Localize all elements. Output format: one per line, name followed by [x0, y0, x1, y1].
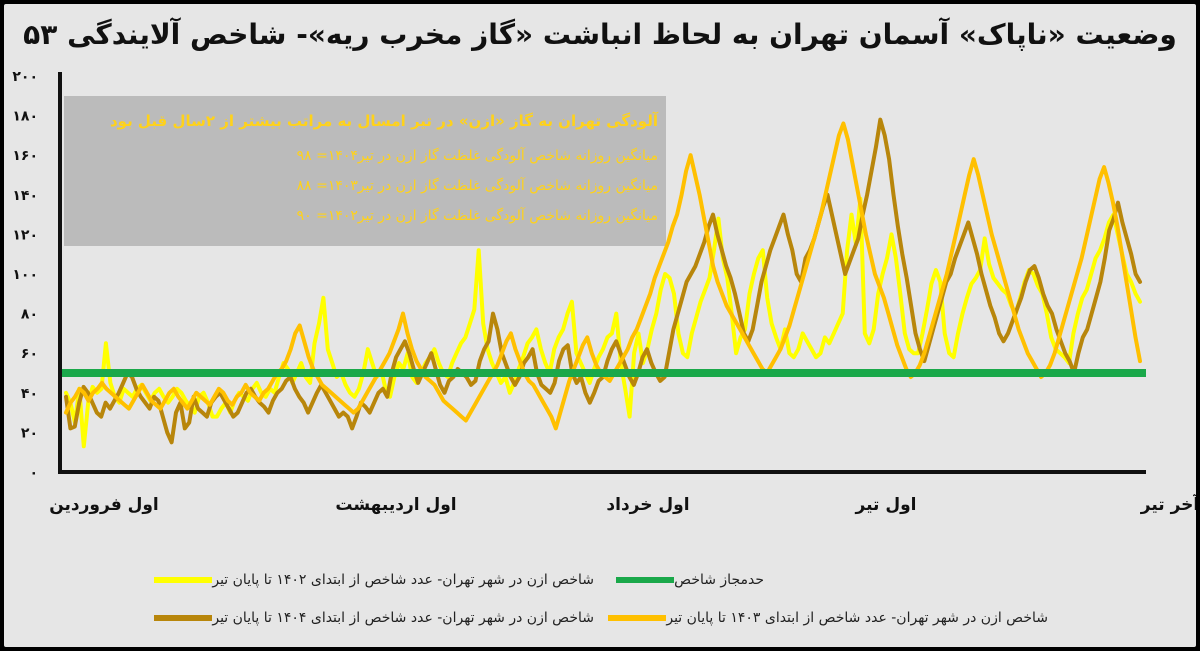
legend-item-dark: شاخص ازن در شهر تهران- عدد شاخص از ابتدا… — [152, 610, 594, 626]
legend-swatch-dark — [154, 615, 213, 621]
legend-label-orange: شاخص ازن در شهر تهران- عدد شاخص از ابتدا… — [666, 610, 1048, 626]
y-tick-label: ۲۰ — [21, 425, 38, 441]
legend-swatch-yellow — [154, 577, 213, 583]
y-tick-label: ۱۶۰ — [12, 148, 38, 164]
y-tick-label: ۴۰ — [21, 386, 38, 402]
legend-item-orange: شاخص ازن در شهر تهران- عدد شاخص از ابتدا… — [606, 610, 1048, 626]
x-tick-label: اول تیر — [855, 495, 917, 515]
y-tick-label: ۱۴۰ — [12, 188, 38, 204]
annotation-line: میانگین روزانه شاخص آلودگی غلظت گاز ازن … — [297, 147, 658, 164]
legend-item-yellow: شاخص ازن در شهر تهران- عدد شاخص از ابتدا… — [152, 572, 594, 588]
y-tick-label: ۱۸۰ — [12, 109, 38, 125]
annotation-headline: آلودگی تهران به گاز «ازن» در تیر امسال ب… — [110, 112, 659, 130]
legend-label-dark: شاخص ازن در شهر تهران- عدد شاخص از ابتدا… — [212, 610, 594, 626]
annotation-line: میانگین روزانه شاخص آلودگی غلظت گاز ازن … — [297, 177, 658, 194]
annotation-line: میانگین روزانه شاخص آلودگی غلظت گاز ازن … — [297, 207, 658, 224]
annotation-box — [64, 96, 666, 246]
legend-swatch-orange — [608, 615, 667, 621]
x-tick-label: اول خرداد — [606, 495, 689, 515]
y-tick-label: ۱۰۰ — [12, 267, 38, 283]
chart-title: وضعیت «ناپاک» آسمان تهران به لحاظ انباشت… — [23, 18, 1177, 51]
x-tick-label: آخر تیر — [1140, 493, 1196, 515]
legend-swatch-threshold — [616, 577, 675, 583]
x-tick-label: اول اردیبهشت — [335, 495, 456, 515]
chart-frame: وضعیت «ناپاک» آسمان تهران به لحاظ انباشت… — [4, 4, 1196, 647]
legend-item-threshold: حدمجاز شاخص — [614, 572, 764, 588]
legend-label-threshold: حدمجاز شاخص — [674, 572, 764, 588]
y-tick-label: ۶۰ — [21, 346, 38, 362]
legend-label-yellow: شاخص ازن در شهر تهران- عدد شاخص از ابتدا… — [212, 572, 594, 588]
chart-svg: ۰ ۲۰ ۴۰ ۶۰ ۸۰ ۱۰۰ ۱۲۰ ۱۴۰ ۱۶۰ ۱۸۰ ۲۰۰ اول فروردین او… — [12, 69, 1196, 515]
x-tick-label: اول فروردین — [49, 495, 159, 515]
y-tick-label: ۸۰ — [21, 307, 38, 323]
y-tick-label: ۲۰۰ — [12, 69, 38, 85]
y-tick-label: ۰ — [29, 465, 38, 481]
y-tick-label: ۱۲۰ — [12, 227, 38, 243]
